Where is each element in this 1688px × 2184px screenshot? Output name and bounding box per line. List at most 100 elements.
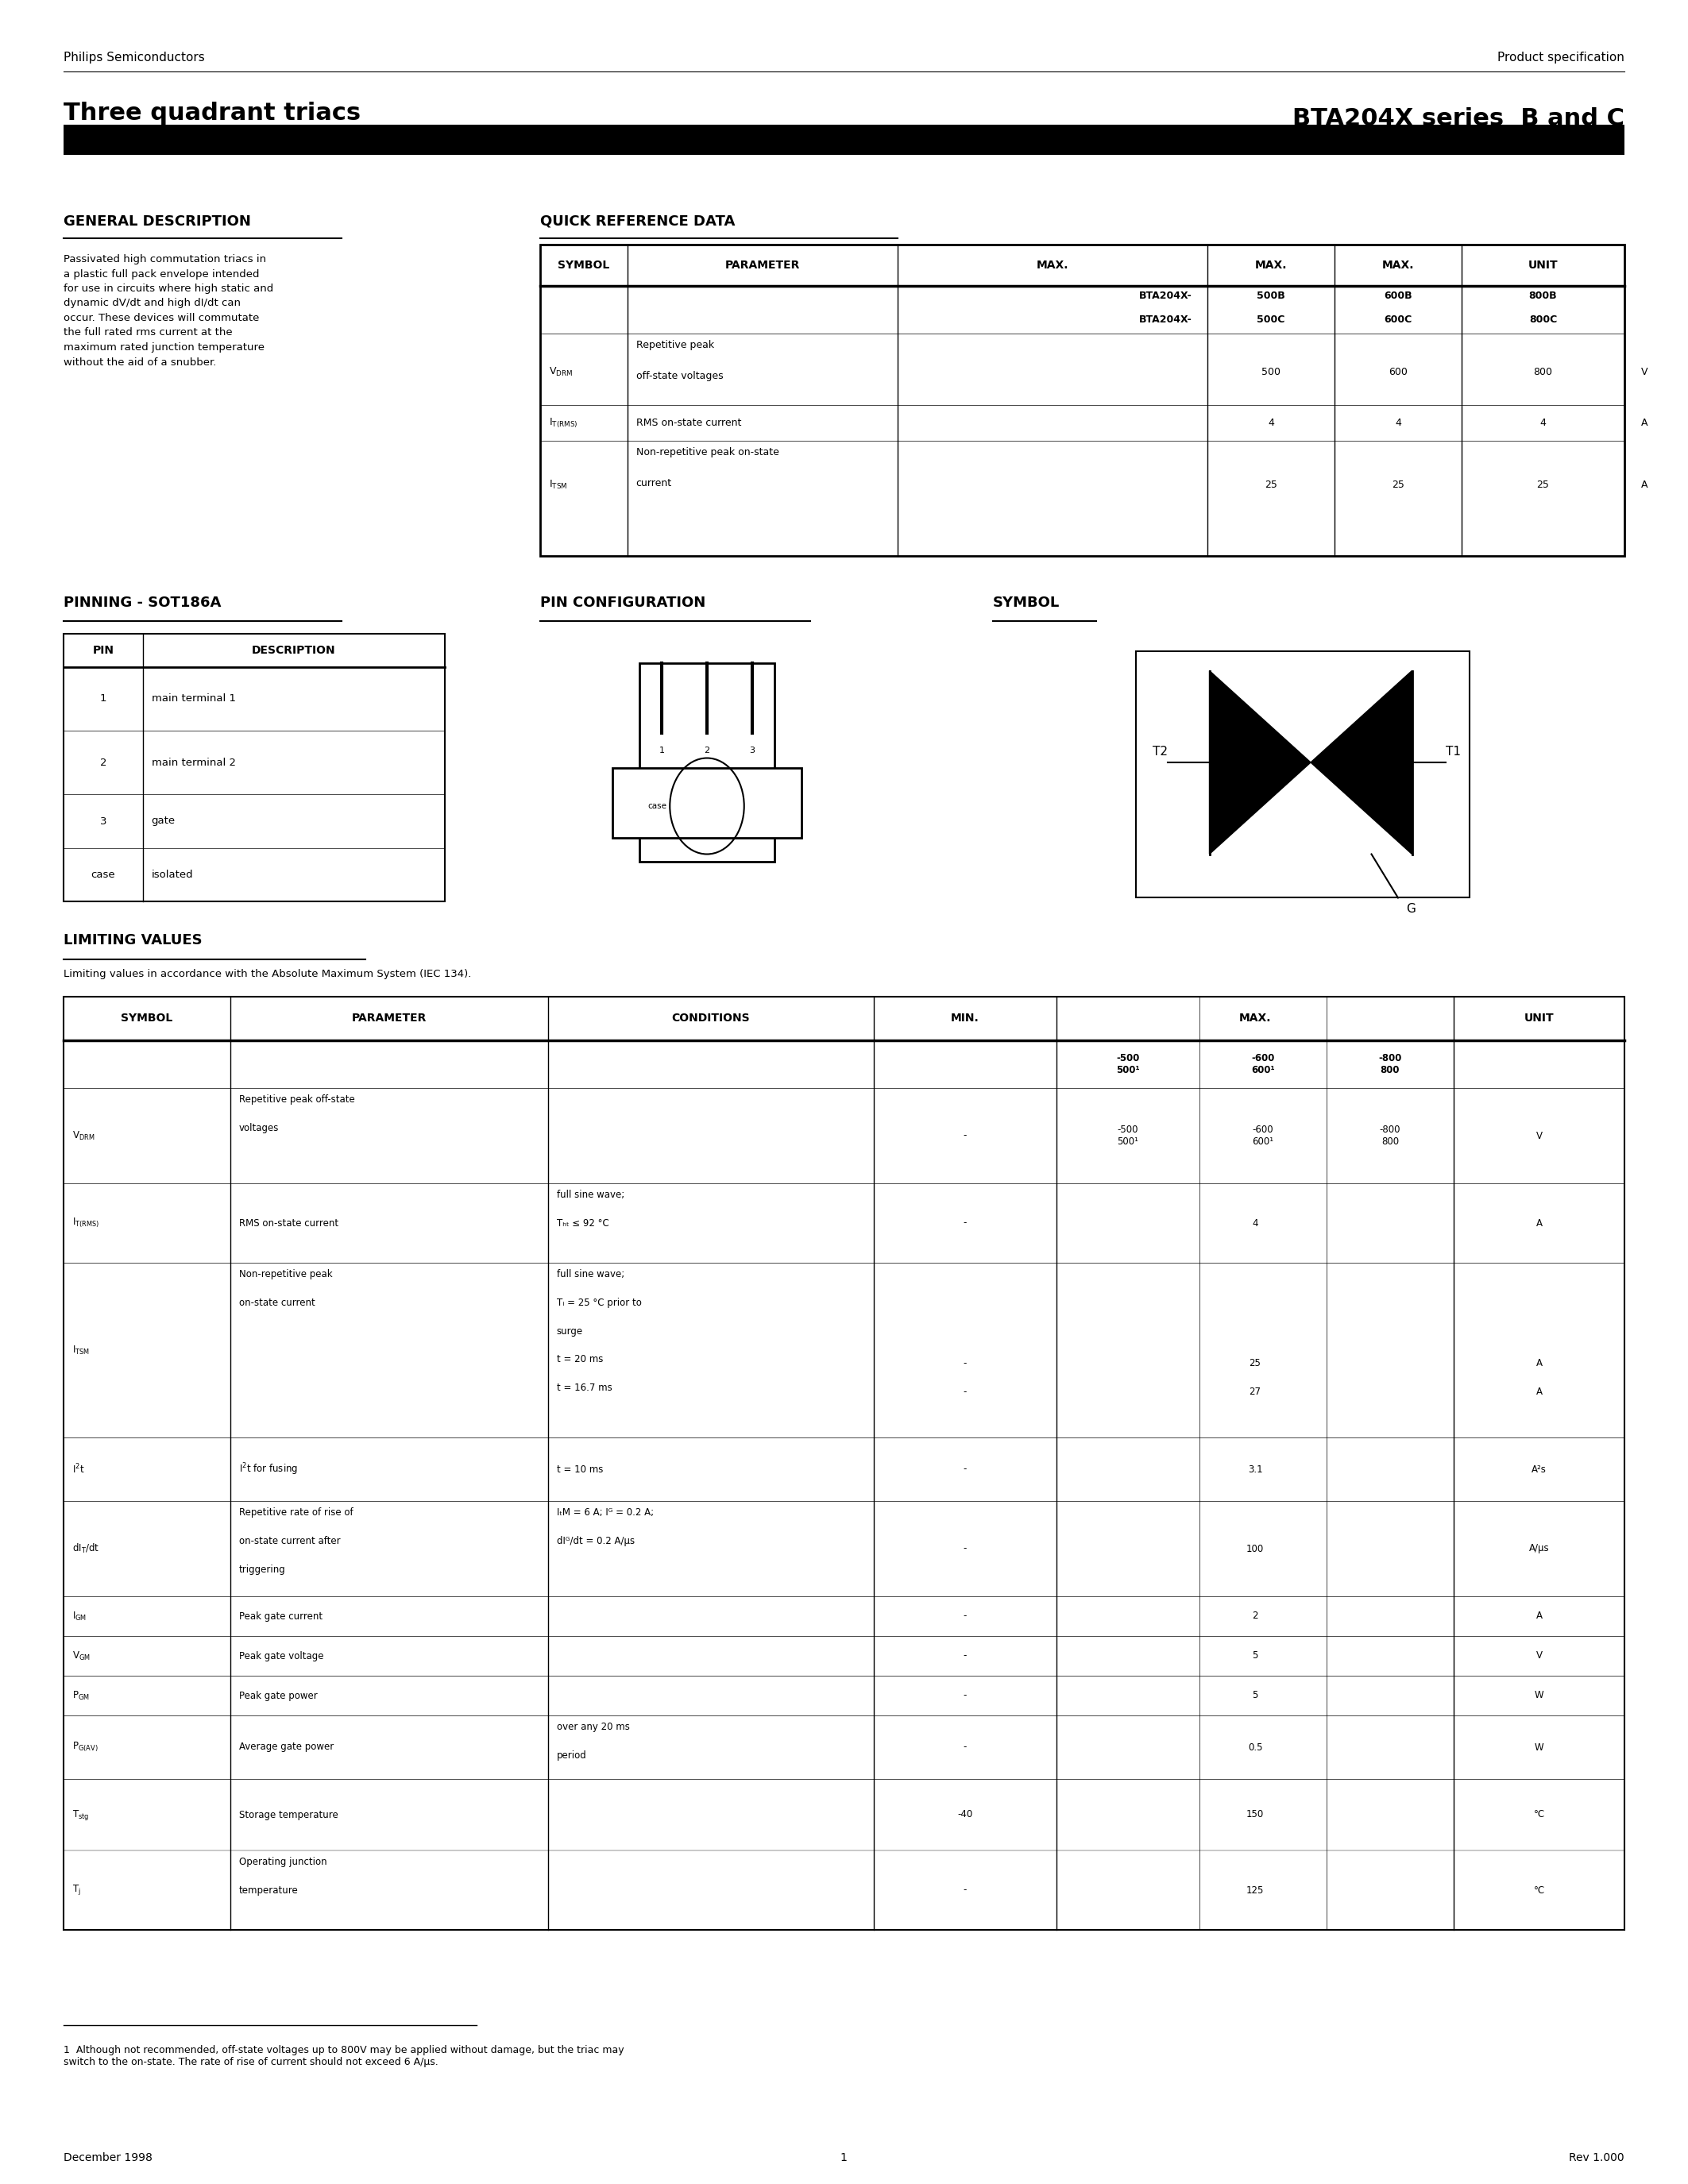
Text: 27: 27 xyxy=(1249,1387,1261,1398)
Text: T1: T1 xyxy=(1445,745,1460,758)
Text: T$_{\rm j}$: T$_{\rm j}$ xyxy=(73,1883,81,1898)
Text: current: current xyxy=(636,478,672,489)
Text: Philips Semiconductors: Philips Semiconductors xyxy=(64,52,204,63)
Text: t = 10 ms: t = 10 ms xyxy=(557,1463,603,1474)
Bar xyxy=(613,769,802,839)
Text: DESCRIPTION: DESCRIPTION xyxy=(252,644,336,655)
Text: V: V xyxy=(1536,1651,1543,1662)
Text: -800
800: -800 800 xyxy=(1379,1125,1401,1147)
Text: PIN CONFIGURATION: PIN CONFIGURATION xyxy=(540,596,706,609)
Text: A: A xyxy=(1536,1612,1543,1621)
Text: t = 16.7 ms: t = 16.7 ms xyxy=(557,1382,613,1393)
Text: -800
800: -800 800 xyxy=(1379,1053,1401,1075)
Text: isolated: isolated xyxy=(152,869,192,880)
Text: 4: 4 xyxy=(1394,417,1401,428)
Text: Average gate power: Average gate power xyxy=(238,1743,334,1752)
Bar xyxy=(1136,651,1470,898)
Text: temperature: temperature xyxy=(238,1885,299,1896)
Text: 100: 100 xyxy=(1246,1544,1264,1553)
Text: Operating junction: Operating junction xyxy=(238,1856,327,1867)
Text: 25: 25 xyxy=(1249,1358,1261,1369)
Text: 500: 500 xyxy=(1261,367,1281,378)
Text: I$_{\rm T(RMS)}$: I$_{\rm T(RMS)}$ xyxy=(73,1216,100,1230)
Text: V: V xyxy=(1641,367,1647,378)
Text: A/μs: A/μs xyxy=(1529,1544,1550,1553)
Text: -: - xyxy=(964,1387,967,1398)
Text: 2: 2 xyxy=(100,758,106,767)
Text: 125: 125 xyxy=(1246,1885,1264,1896)
Text: full sine wave;: full sine wave; xyxy=(557,1190,625,1201)
Text: 600C: 600C xyxy=(1384,314,1413,325)
Text: W: W xyxy=(1534,1743,1545,1752)
Text: A: A xyxy=(1641,478,1647,489)
Text: 600: 600 xyxy=(1389,367,1408,378)
Text: V$_{\rm GM}$: V$_{\rm GM}$ xyxy=(73,1649,89,1662)
Text: -40: -40 xyxy=(957,1811,972,1819)
Text: RMS on-state current: RMS on-state current xyxy=(238,1219,338,1227)
Text: 600B: 600B xyxy=(1384,290,1413,301)
Text: 0.5: 0.5 xyxy=(1247,1743,1263,1752)
Bar xyxy=(64,124,1624,155)
Text: SYMBOL: SYMBOL xyxy=(559,260,609,271)
Text: PARAMETER: PARAMETER xyxy=(351,1013,427,1024)
Text: 800: 800 xyxy=(1533,367,1553,378)
Text: Three quadrant triacs: Three quadrant triacs xyxy=(64,103,361,124)
Text: -: - xyxy=(964,1612,967,1621)
Text: Product specification: Product specification xyxy=(1497,52,1624,63)
Text: I$^2$t for fusing: I$^2$t for fusing xyxy=(238,1461,297,1476)
Text: 500B: 500B xyxy=(1258,290,1285,301)
Bar xyxy=(64,633,446,902)
Text: -500
500¹: -500 500¹ xyxy=(1117,1125,1139,1147)
Text: Limiting values in accordance with the Absolute Maximum System (IEC 134).: Limiting values in accordance with the A… xyxy=(64,970,471,978)
Text: -600
600¹: -600 600¹ xyxy=(1252,1125,1274,1147)
Text: T2: T2 xyxy=(1153,745,1168,758)
Text: A²s: A²s xyxy=(1531,1463,1546,1474)
Text: 800C: 800C xyxy=(1529,314,1556,325)
Text: I$^2$t: I$^2$t xyxy=(73,1463,84,1476)
Text: Tᵢ = 25 °C prior to: Tᵢ = 25 °C prior to xyxy=(557,1297,641,1308)
Text: on-state current after: on-state current after xyxy=(238,1535,341,1546)
Text: -: - xyxy=(964,1131,967,1140)
Text: I$_{\rm GM}$: I$_{\rm GM}$ xyxy=(73,1610,86,1623)
Text: 5: 5 xyxy=(1252,1651,1258,1662)
Text: QUICK REFERENCE DATA: QUICK REFERENCE DATA xyxy=(540,214,734,229)
Text: 3: 3 xyxy=(749,747,755,753)
Text: I$_{\rm TSM}$: I$_{\rm TSM}$ xyxy=(73,1343,89,1356)
Text: period: period xyxy=(557,1749,586,1760)
Text: full sine wave;: full sine wave; xyxy=(557,1269,625,1280)
Text: A: A xyxy=(1536,1219,1543,1227)
Text: 4: 4 xyxy=(1252,1219,1258,1227)
Text: °C: °C xyxy=(1533,1811,1545,1819)
Text: 150: 150 xyxy=(1246,1811,1264,1819)
Text: UNIT: UNIT xyxy=(1528,260,1558,271)
Text: CONDITIONS: CONDITIONS xyxy=(672,1013,749,1024)
Text: -: - xyxy=(964,1463,967,1474)
Text: A: A xyxy=(1536,1387,1543,1398)
Text: G: G xyxy=(1406,902,1416,915)
Text: P$_{\rm G(AV)}$: P$_{\rm G(AV)}$ xyxy=(73,1741,98,1754)
Text: LIMITING VALUES: LIMITING VALUES xyxy=(64,933,203,948)
Text: I$_{\rm T(RMS)}$: I$_{\rm T(RMS)}$ xyxy=(549,417,577,430)
Text: PIN: PIN xyxy=(93,644,115,655)
Text: BTA204X-: BTA204X- xyxy=(1139,314,1192,325)
Text: 25: 25 xyxy=(1391,478,1404,489)
Text: A: A xyxy=(1641,417,1647,428)
Polygon shape xyxy=(1209,670,1310,854)
Text: -: - xyxy=(964,1690,967,1701)
Text: PARAMETER: PARAMETER xyxy=(726,260,800,271)
Text: t = 20 ms: t = 20 ms xyxy=(557,1354,603,1365)
Text: 3: 3 xyxy=(100,817,106,826)
Text: December 1998: December 1998 xyxy=(64,2151,152,2164)
Text: 2: 2 xyxy=(704,747,709,753)
Text: °C: °C xyxy=(1533,1885,1545,1896)
Text: -: - xyxy=(964,1743,967,1752)
Text: MAX.: MAX. xyxy=(1254,260,1286,271)
Text: main terminal 2: main terminal 2 xyxy=(152,758,236,767)
Text: UNIT: UNIT xyxy=(1524,1013,1555,1024)
Text: MAX.: MAX. xyxy=(1382,260,1415,271)
Text: Storage temperature: Storage temperature xyxy=(238,1811,338,1819)
Text: MAX.: MAX. xyxy=(1239,1013,1271,1024)
Text: BTA204X series  B and C: BTA204X series B and C xyxy=(1293,107,1624,131)
Text: 25: 25 xyxy=(1536,478,1550,489)
Text: -: - xyxy=(964,1544,967,1553)
